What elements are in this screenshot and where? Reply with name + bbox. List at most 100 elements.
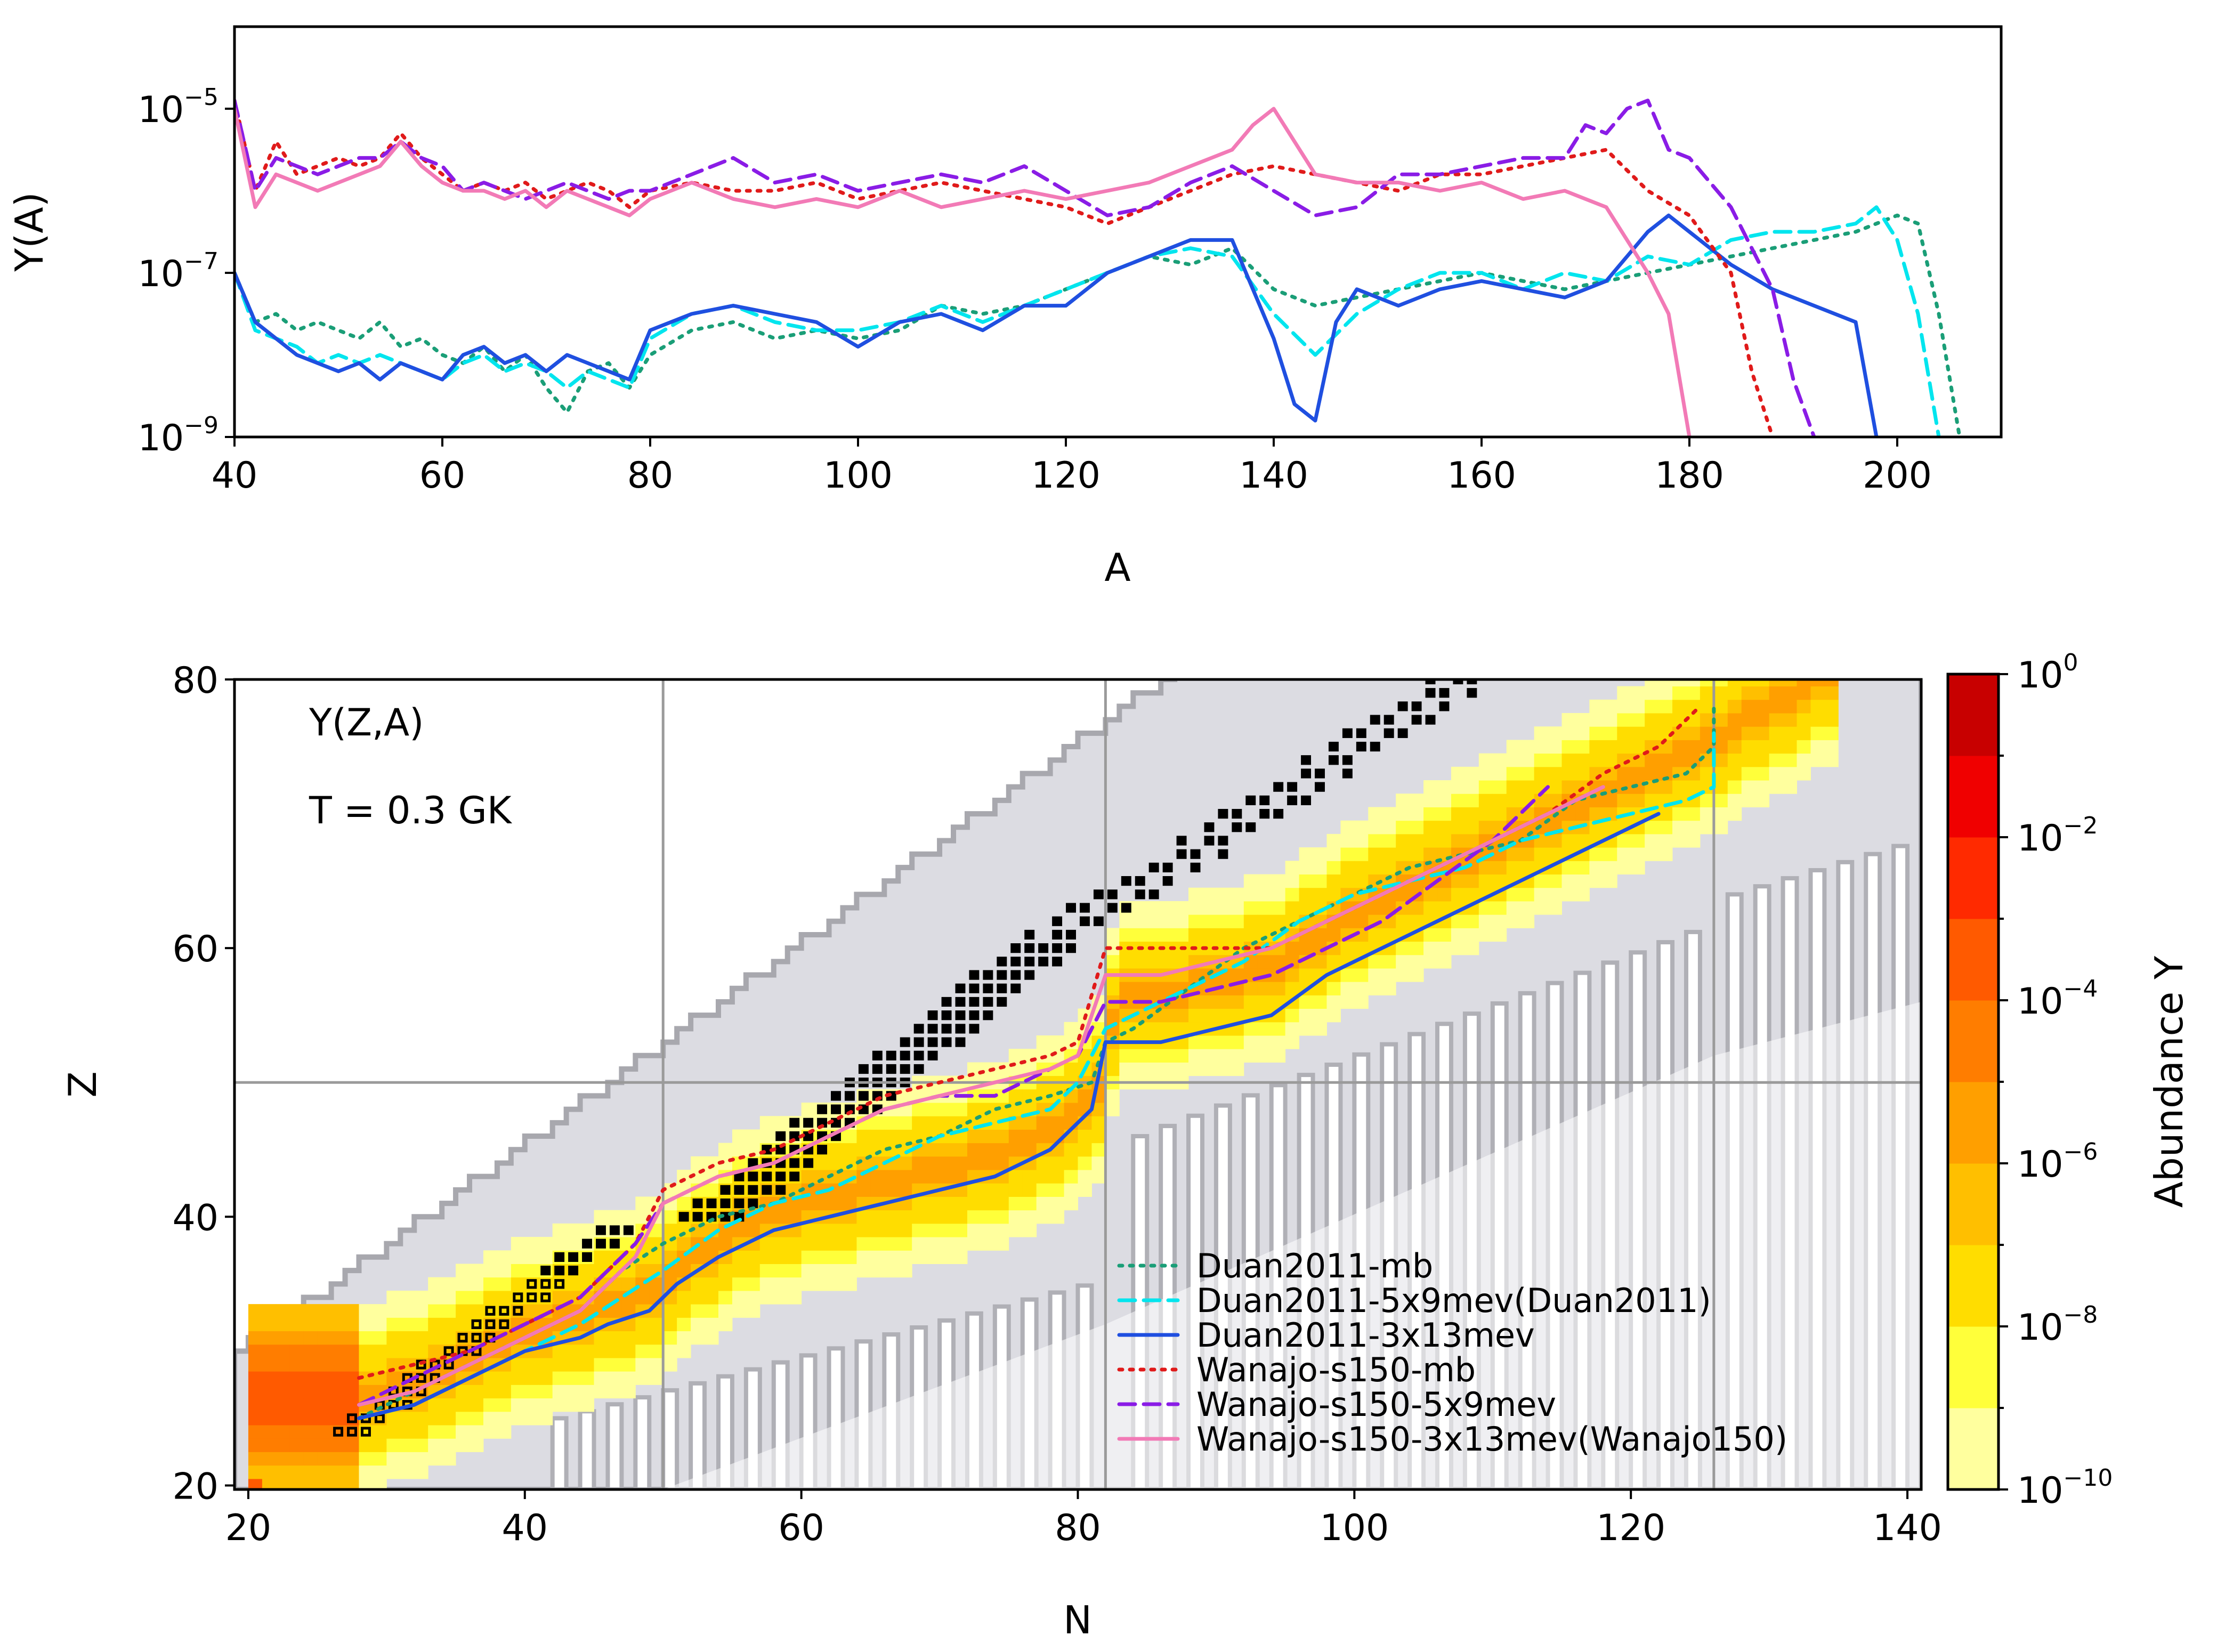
heatmap-cell: [1561, 740, 1576, 754]
heatmap-cell: [1382, 861, 1396, 875]
stable-isotope-cell: [831, 1104, 841, 1114]
stable-isotope-cell: [913, 1037, 924, 1047]
legend: Duan2011-mbDuan2011-5x9mev(Duan2011)Duan…: [1117, 1246, 1787, 1459]
heatmap-cell: [524, 1398, 539, 1412]
heatmap-cell: [317, 1317, 332, 1332]
heatmap-cell: [1755, 753, 1770, 767]
heatmap-cell: [1658, 679, 1673, 687]
heatmap-cell: [1271, 954, 1286, 969]
heatmap-cell: [912, 1250, 926, 1265]
heatmap-cell: [1700, 713, 1714, 727]
stable-isotope-cell: [1301, 755, 1312, 765]
heatmap-cell: [317, 1465, 332, 1479]
path-series-duan2011-3x13mev: [357, 812, 1661, 1420]
colorbar-cell: [1948, 1408, 1998, 1490]
heatmap-cell: [1478, 914, 1493, 928]
heatmap-cell: [1340, 968, 1355, 982]
heatmap-cell: [649, 1357, 664, 1372]
heatmap-cell: [829, 1277, 843, 1291]
heatmap-cell: [497, 1277, 512, 1291]
heatmap-cell: [359, 1357, 373, 1372]
heatmap-cell: [1769, 753, 1784, 767]
heatmap-cell: [566, 1223, 581, 1237]
heatmap-cell: [1548, 887, 1562, 902]
heatmap-cell: [1658, 847, 1673, 861]
heatmap-cell: [773, 1290, 788, 1305]
heatmap-cell: [884, 1250, 899, 1265]
stable-isotope-cell: [1121, 876, 1131, 886]
heatmap-cell: [1285, 1008, 1300, 1023]
heatmap-cell: [1091, 1156, 1106, 1170]
heatmap-cell: [317, 1357, 332, 1372]
colorbar-tick-label: 10−10: [2017, 1464, 2113, 1512]
heatmap-cell: [1396, 807, 1410, 821]
heatmap-cell: [580, 1357, 595, 1372]
heatmap-cell: [456, 1398, 470, 1412]
top-y-tick-label: 10−9: [138, 412, 219, 459]
heatmap-cell: [926, 1156, 940, 1170]
heatmap-cell: [1603, 847, 1617, 861]
heatmap-cell: [317, 1304, 332, 1318]
heatmap-cell: [608, 1344, 622, 1358]
heatmap-cell: [1354, 982, 1369, 995]
heatmap-cell: [566, 1357, 581, 1372]
heatmap-cell: [1492, 874, 1507, 888]
heatmap-cell: [1368, 982, 1382, 995]
heatmap-cell: [1354, 995, 1369, 1009]
heatmap-cell: [248, 1411, 263, 1426]
heatmap-cell: [317, 1478, 332, 1489]
stable-isotope-cell: [1301, 768, 1312, 779]
heatmap-cell: [497, 1425, 512, 1439]
top-x-tick-label: 40: [212, 455, 258, 497]
heatmap-cell: [1700, 807, 1714, 821]
heatmap-cell: [691, 1250, 705, 1265]
heatmap-cell: [1658, 807, 1673, 821]
heatmap-cell: [1299, 1022, 1314, 1036]
heatmap-cell: [511, 1277, 525, 1291]
heatmap-cell: [1299, 1008, 1314, 1023]
stable-isotope-cell: [1204, 836, 1215, 846]
stable-isotope-cell: [1273, 808, 1284, 819]
heatmap-cell: [1326, 954, 1341, 969]
heatmap-cell: [1478, 793, 1493, 807]
heatmap-cell: [1783, 780, 1798, 794]
heatmap-cell: [400, 1317, 415, 1332]
heatmap-cell: [1658, 686, 1673, 700]
heatmap-cell: [594, 1371, 608, 1385]
heatmap-cell: [456, 1277, 470, 1291]
heatmap-cell: [1451, 928, 1466, 942]
colorbar-tick-label-base: 10: [2017, 1307, 2064, 1349]
stable-isotope-cell: [748, 1158, 758, 1168]
heatmap-cell: [1686, 726, 1701, 740]
heatmap-cell: [1700, 726, 1714, 740]
stable-isotope-cell: [596, 1238, 606, 1249]
heatmap-cell: [1437, 793, 1452, 807]
heatmap-cell: [1147, 928, 1161, 942]
legend-label-wanajo-s150-5x9mev: Wanajo-s150-5x9mev: [1196, 1385, 1556, 1424]
heatmap-cell: [621, 1357, 636, 1372]
heatmap-cell: [1810, 753, 1825, 767]
heatmap-cell: [331, 1438, 346, 1452]
heatmap-cell: [953, 1210, 968, 1224]
stable-isotope-cell: [1370, 741, 1380, 752]
heatmap-cell: [1741, 766, 1756, 781]
heatmap-cell: [1188, 928, 1203, 942]
heatmap-cell: [1783, 686, 1798, 700]
heatmap-cell: [829, 1196, 843, 1211]
heatmap-cell: [718, 1304, 733, 1318]
heatmap-cell: [1506, 766, 1521, 781]
heatmap-cell: [940, 1196, 954, 1211]
heatmap-cell: [594, 1384, 608, 1399]
heatmap-cell: [1451, 833, 1466, 848]
heatmap-cell: [276, 1438, 290, 1452]
heatmap-cell: [621, 1344, 636, 1358]
heatmap-cell: [317, 1452, 332, 1466]
colorbar-cell: [1948, 1163, 1998, 1245]
colorbar-tick-label-base: 10: [2017, 654, 2064, 697]
heatmap-cell: [1810, 679, 1825, 687]
bottom-y-axis-label: Z: [60, 1071, 105, 1097]
heatmap-cell: [1797, 713, 1811, 727]
heatmap-cell: [524, 1384, 539, 1399]
stable-isotope-cell: [1176, 836, 1187, 846]
heatmap-cell: [635, 1357, 650, 1372]
